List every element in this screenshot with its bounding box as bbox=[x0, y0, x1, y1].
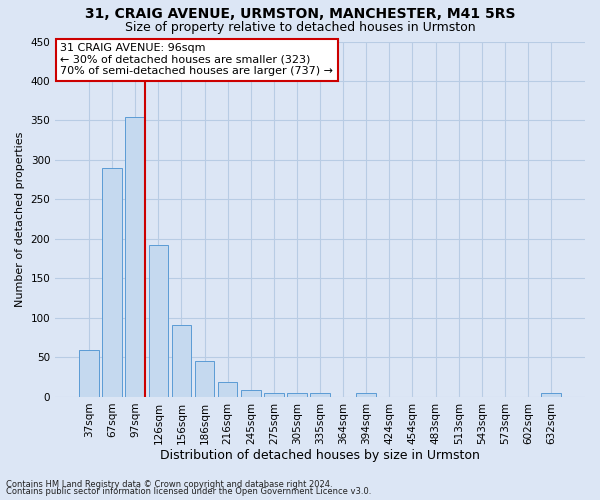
X-axis label: Distribution of detached houses by size in Urmston: Distribution of detached houses by size … bbox=[160, 450, 480, 462]
Bar bbox=[241, 390, 260, 397]
Y-axis label: Number of detached properties: Number of detached properties bbox=[15, 132, 25, 307]
Bar bbox=[287, 393, 307, 397]
Text: Contains public sector information licensed under the Open Government Licence v3: Contains public sector information licen… bbox=[6, 487, 371, 496]
Text: Contains HM Land Registry data © Crown copyright and database right 2024.: Contains HM Land Registry data © Crown c… bbox=[6, 480, 332, 489]
Bar bbox=[310, 393, 330, 397]
Text: 31, CRAIG AVENUE, URMSTON, MANCHESTER, M41 5RS: 31, CRAIG AVENUE, URMSTON, MANCHESTER, M… bbox=[85, 8, 515, 22]
Bar bbox=[172, 325, 191, 397]
Bar bbox=[218, 382, 238, 397]
Bar bbox=[195, 360, 214, 397]
Bar bbox=[103, 168, 122, 397]
Bar bbox=[125, 116, 145, 397]
Bar bbox=[264, 393, 284, 397]
Bar bbox=[149, 246, 168, 397]
Bar bbox=[79, 350, 99, 397]
Text: Size of property relative to detached houses in Urmston: Size of property relative to detached ho… bbox=[125, 21, 475, 34]
Text: 31 CRAIG AVENUE: 96sqm
← 30% of detached houses are smaller (323)
70% of semi-de: 31 CRAIG AVENUE: 96sqm ← 30% of detached… bbox=[61, 44, 334, 76]
Bar bbox=[356, 393, 376, 397]
Bar bbox=[541, 393, 561, 397]
